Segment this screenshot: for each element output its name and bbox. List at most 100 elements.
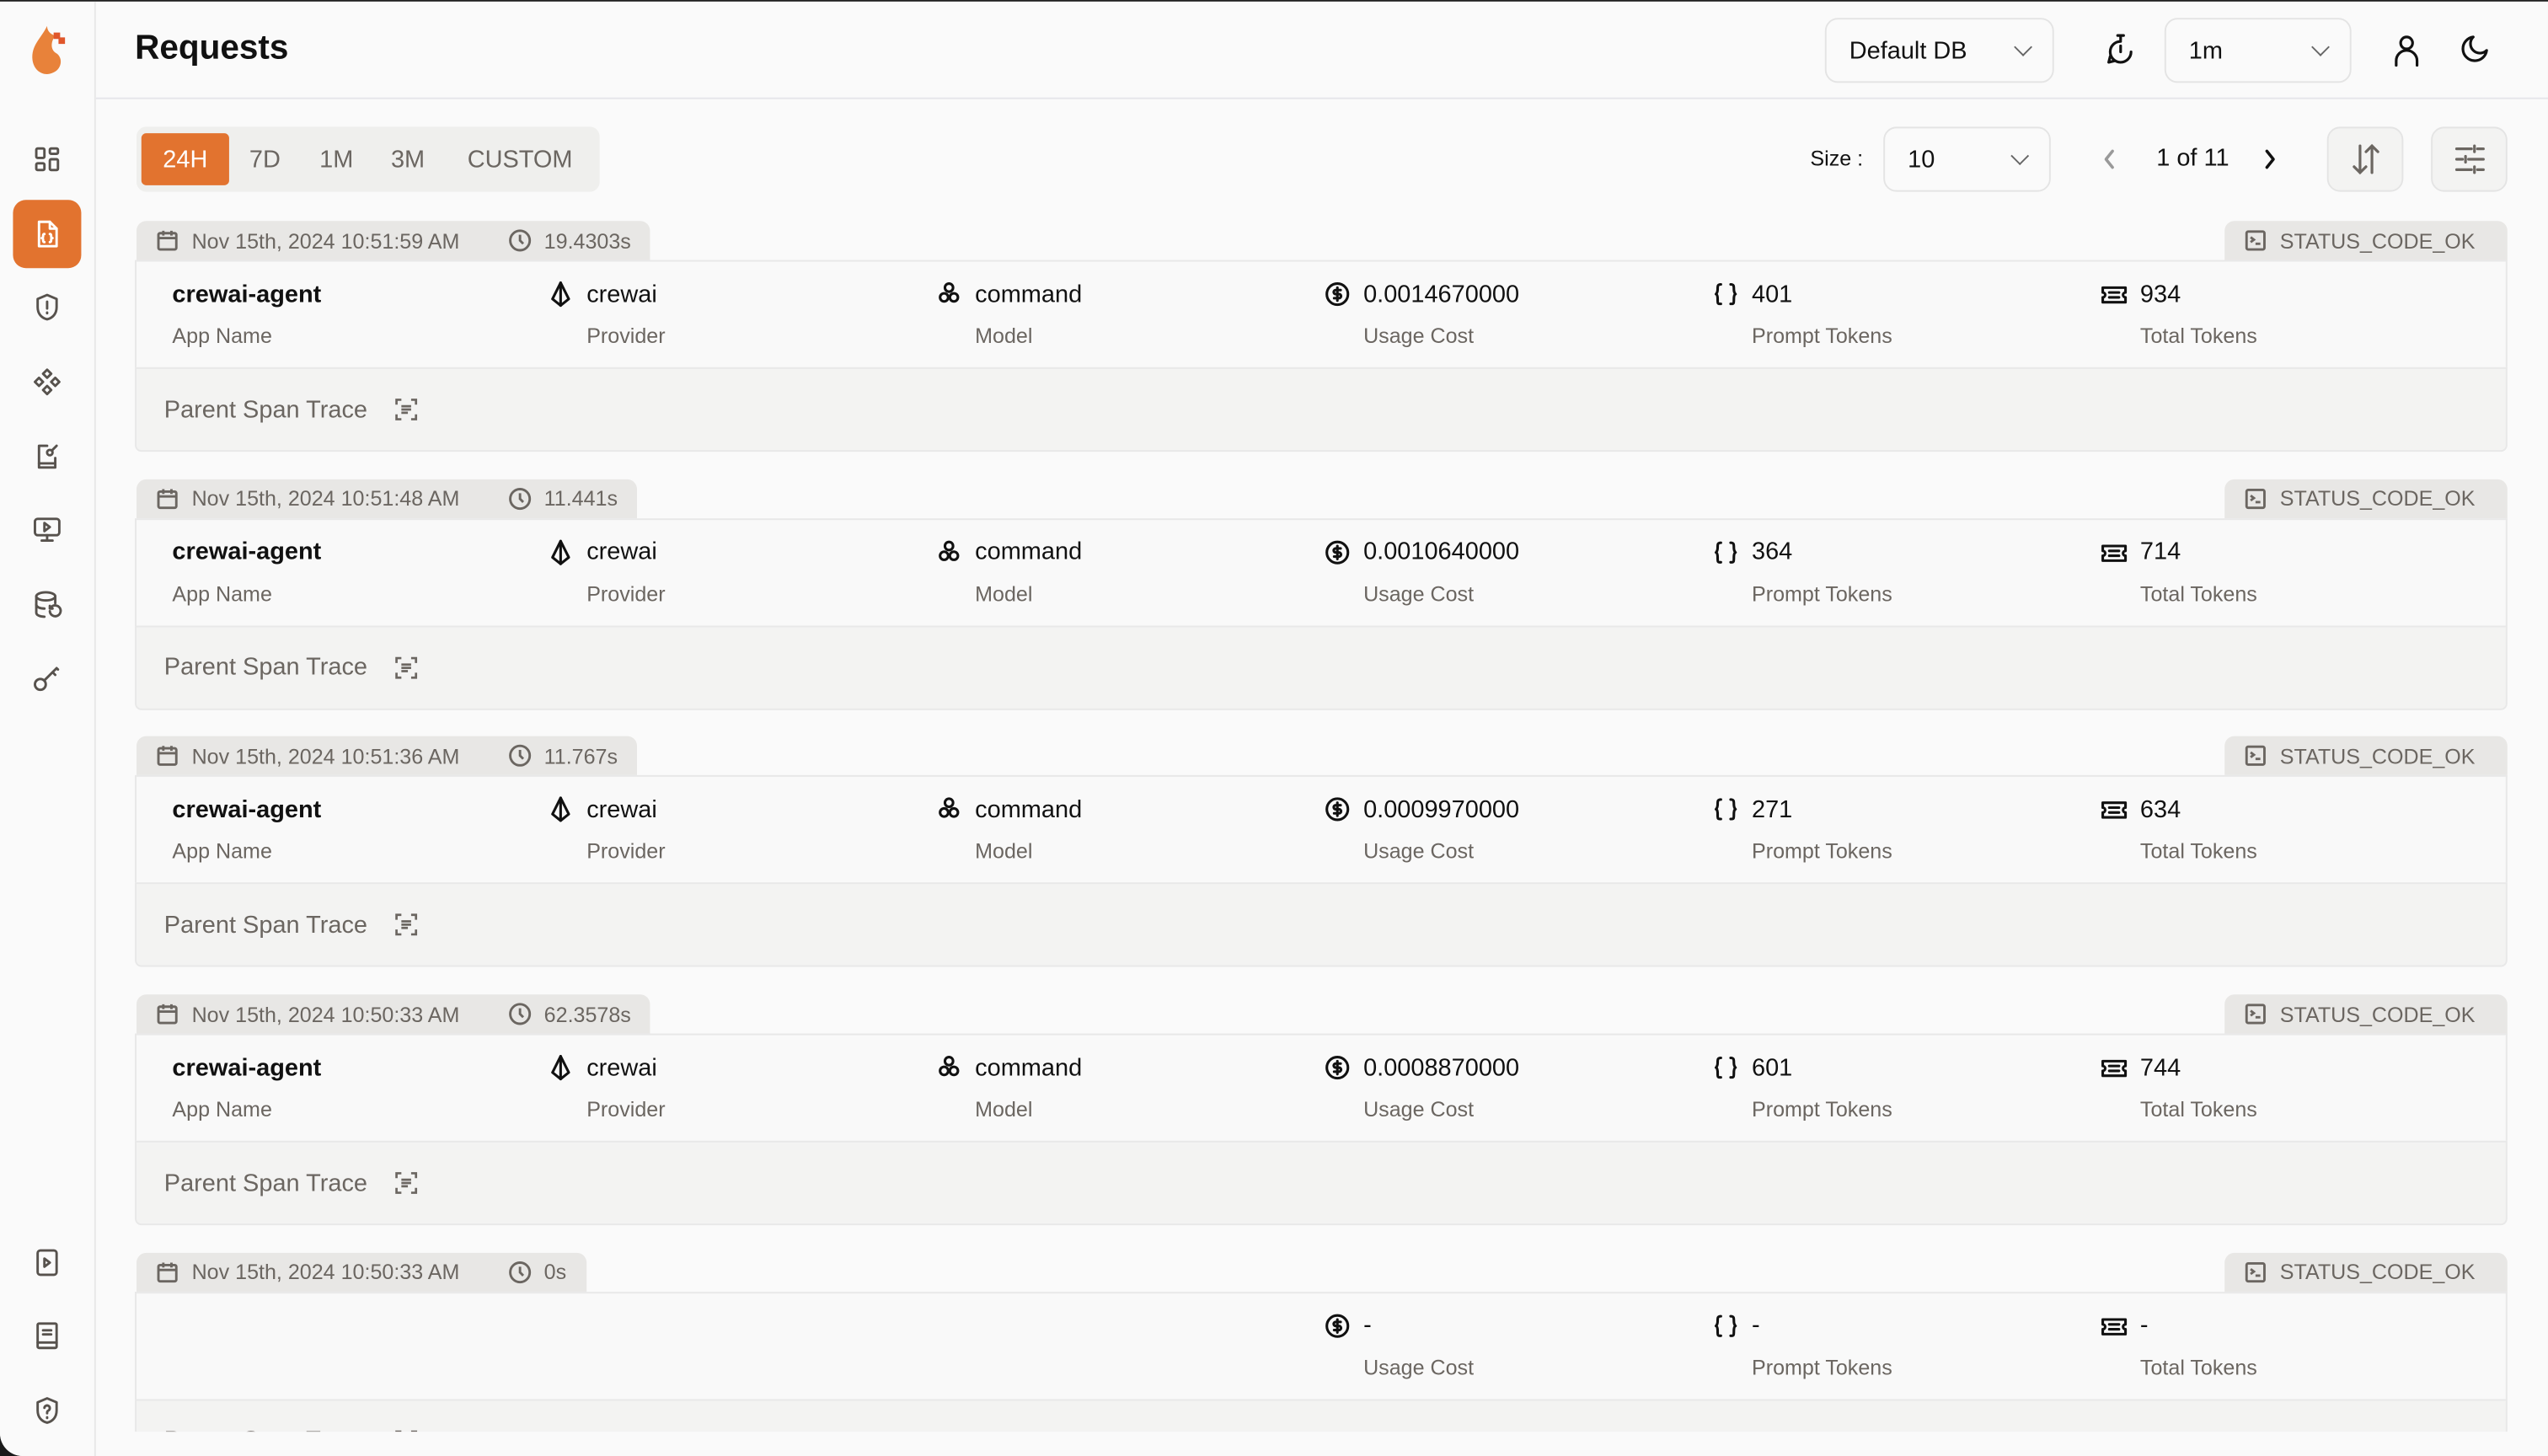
ticket-icon <box>2101 801 2128 820</box>
calendar-icon <box>157 230 178 251</box>
model-label: Model <box>975 323 1033 348</box>
sidebar-item-exceptions-shield[interactable] <box>13 273 81 341</box>
duration: 62.3578s <box>543 1002 631 1027</box>
model-value: command <box>975 280 1083 308</box>
terminal-icon <box>2245 1004 2266 1025</box>
sidebar-item-database-config[interactable] <box>13 570 81 639</box>
page-size-value: 10 <box>1908 145 1935 174</box>
model-value: command <box>975 538 1083 566</box>
parent-span-trace[interactable]: Parent Span Trace <box>135 1141 2508 1226</box>
tab-1m[interactable]: 1M <box>319 145 354 174</box>
total-tokens-label: Total Tokens <box>2139 1355 2257 1379</box>
duration: 0s <box>543 1260 567 1285</box>
database-select[interactable]: Default DB <box>1824 18 2054 83</box>
model-field: command Model <box>936 278 1082 348</box>
ticket-icon <box>2101 543 2128 562</box>
usage-cost-field: 0.0014670000 Usage Cost <box>1325 278 1519 348</box>
total-tokens-label: Total Tokens <box>2139 838 2257 864</box>
app-name-label: App Name <box>172 323 272 348</box>
scan-trace-icon[interactable] <box>393 1428 420 1432</box>
timestamp: Nov 15th, 2024 10:50:33 AM <box>191 1260 460 1285</box>
scan-trace-icon[interactable] <box>393 397 420 423</box>
dark-mode-moon-icon[interactable] <box>2454 31 2492 70</box>
prompt-tokens-field: 601 Prompt Tokens <box>1713 1052 1892 1121</box>
braces-icon <box>1715 1314 1737 1337</box>
top-header: Requests Default DB 1m <box>95 2 2548 99</box>
total-tokens-label: Total Tokens <box>2139 1096 2257 1121</box>
sidebar-item-dashboard[interactable] <box>13 125 81 193</box>
status-text: STATUS_CODE_OK <box>2279 744 2476 769</box>
sort-button[interactable] <box>2326 126 2404 192</box>
total-tokens-value: 744 <box>2139 1053 2181 1082</box>
chevron-down-icon <box>2311 38 2330 56</box>
request-details: crewai-agent App Name crewai Provider comman… <box>135 517 2508 625</box>
parent-span-trace[interactable]: Parent Span Trace <box>135 1399 2508 1432</box>
user-icon[interactable] <box>2387 31 2426 70</box>
ticket-icon <box>2101 1059 2128 1078</box>
model-value: command <box>975 1053 1083 1082</box>
calendar-icon <box>157 746 178 767</box>
model-label: Model <box>975 581 1033 606</box>
vault-book-icon <box>37 444 58 469</box>
dashboard-icon <box>35 147 60 172</box>
parent-span-trace[interactable]: Parent Span Trace <box>135 624 2508 710</box>
request-details: crewai-agent App Name crewai Provider comman… <box>135 1033 2508 1142</box>
sort-arrows-icon <box>2352 143 2379 175</box>
refresh-timer-icon[interactable] <box>2103 31 2138 70</box>
requests-icon <box>37 220 58 248</box>
app-name-field: crewai-agent App Name <box>172 794 321 864</box>
sidebar-item-vault-book[interactable] <box>13 422 81 490</box>
sidebar-item-api-key[interactable] <box>13 644 81 712</box>
usage-cost-label: Usage Cost <box>1363 1355 1475 1379</box>
help-shield-icon <box>36 1397 58 1424</box>
sidebar-item-requests[interactable] <box>13 200 82 269</box>
previous-page-icon[interactable] <box>2096 145 2122 174</box>
sidebar-item-docs-book[interactable] <box>13 1302 81 1370</box>
parent-span-trace[interactable]: Parent Span Trace <box>135 882 2508 968</box>
usage-cost-field: - Usage Cost <box>1325 1309 1474 1379</box>
tab-3m[interactable]: 3M <box>390 145 426 174</box>
prompt-tokens-field: 271 Prompt Tokens <box>1713 794 1892 864</box>
request-card[interactable]: Nov 15th, 2024 10:51:48 AM 11.441s STATUS_… <box>135 479 2508 710</box>
request-card[interactable]: Nov 15th, 2024 10:50:33 AM 0s STATUS_CODE_… <box>135 1252 2508 1432</box>
sidebar-item-prompt-hub[interactable] <box>13 348 81 416</box>
parent-span-trace[interactable]: Parent Span Trace <box>135 367 2508 452</box>
scan-trace-icon[interactable] <box>393 655 420 681</box>
provider-field: crewai Provider <box>548 794 666 864</box>
model-cubes-icon <box>939 540 960 561</box>
tab-7d[interactable]: 7D <box>249 145 281 174</box>
sliders-icon <box>2454 144 2484 174</box>
sidebar-item-openground-monitor[interactable] <box>13 495 81 564</box>
status-text: STATUS_CODE_OK <box>2279 1260 2476 1285</box>
filter-settings-button[interactable] <box>2431 126 2508 192</box>
request-card[interactable]: Nov 15th, 2024 10:51:59 AM 19.4303s STATUS… <box>135 221 2508 452</box>
database-select-value: Default DB <box>1849 36 1967 65</box>
usage-cost-field: 0.0009970000 Usage Cost <box>1325 794 1519 864</box>
tab-24h[interactable]: 24H <box>141 133 229 185</box>
chevron-down-icon <box>2010 147 2030 166</box>
provider-label: Provider <box>586 1096 666 1121</box>
model-value: command <box>975 795 1083 824</box>
clock-icon <box>508 229 531 252</box>
total-tokens-field: 714 Total Tokens <box>2101 536 2257 606</box>
scan-trace-icon[interactable] <box>393 913 420 939</box>
provider-value: crewai <box>586 538 657 566</box>
request-card[interactable]: Nov 15th, 2024 10:51:36 AM 11.767s STATUS_… <box>135 736 2508 968</box>
tab-custom[interactable]: CUSTOM <box>467 145 573 174</box>
sidebar-item-help-shield[interactable] <box>13 1376 81 1444</box>
prompt-tokens-value: 271 <box>1751 795 1793 824</box>
next-page-icon[interactable] <box>2257 145 2283 174</box>
model-label: Model <box>975 838 1033 864</box>
scan-trace-icon[interactable] <box>393 1170 420 1196</box>
provider-label: Provider <box>586 838 666 864</box>
refresh-interval-select[interactable]: 1m <box>2164 18 2352 83</box>
page-size-select[interactable]: 10 <box>1883 126 2051 192</box>
model-label: Model <box>975 1096 1033 1121</box>
request-card[interactable]: Nov 15th, 2024 10:50:33 AM 62.3578s STATUS… <box>135 994 2508 1226</box>
logo-icon[interactable] <box>23 21 75 79</box>
total-tokens-value: - <box>2139 1311 2149 1340</box>
total-tokens-label: Total Tokens <box>2139 323 2257 348</box>
sidebar-item-play[interactable] <box>13 1228 81 1297</box>
terminal-icon <box>2245 230 2266 251</box>
